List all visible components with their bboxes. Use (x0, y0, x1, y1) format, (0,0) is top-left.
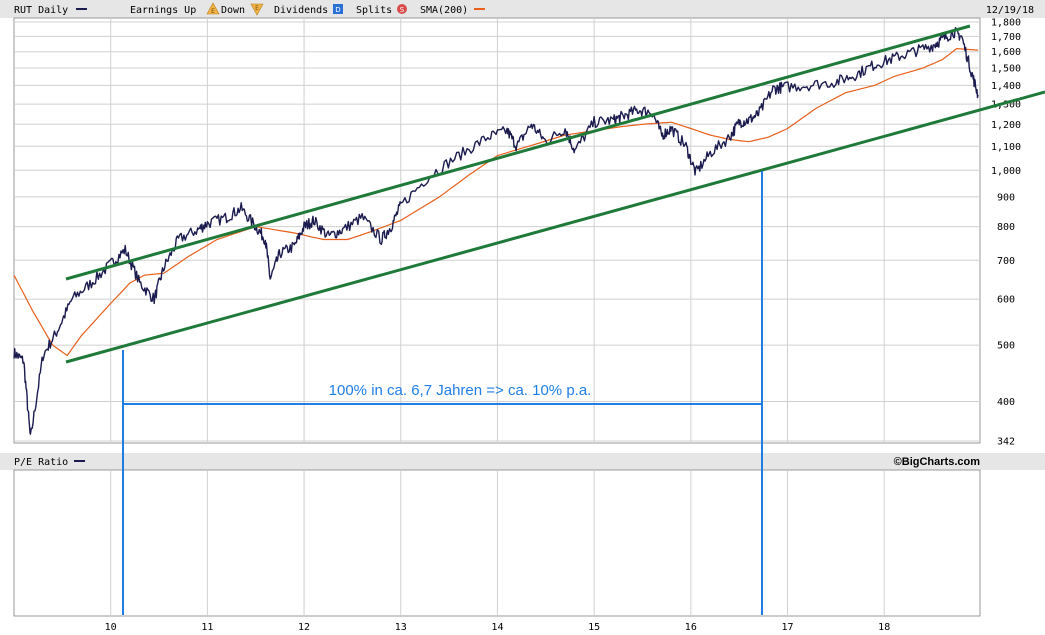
chart-date: 12/19/18 (986, 5, 1034, 16)
svg-text:S: S (400, 6, 405, 14)
y-tick-label: 500 (997, 341, 1015, 352)
y-tick-label: 1,600 (991, 47, 1021, 58)
y-tick-label: 1,400 (991, 81, 1021, 92)
y-tick-label: 1,000 (991, 166, 1021, 177)
svg-text:D: D (335, 6, 340, 14)
x-axis-ticks: 10 11 12 13 14 15 16 17 18 (105, 622, 891, 633)
splits-icon: S (397, 4, 407, 14)
lower-channel-line (65, 90, 1045, 364)
earnings-down-icon: E (250, 3, 264, 16)
sma-legend-swatch (474, 8, 485, 10)
x-tick-label: 17 (781, 622, 793, 633)
y-tick-label: 1,500 (991, 63, 1021, 74)
splits-label: Splits (356, 5, 392, 16)
y-tick-label: 342 (997, 437, 1015, 448)
dividends-label: Dividends (274, 5, 328, 16)
price-line (13, 27, 979, 435)
symbol-label: RUT Daily (14, 5, 68, 16)
x-tick-label: 11 (201, 622, 213, 633)
y-tick-label: 600 (997, 295, 1015, 306)
y-tick-label: 1,100 (991, 142, 1021, 153)
x-tick-label: 18 (878, 622, 890, 633)
x-tick-label: 10 (105, 622, 117, 633)
annotation-text: 100% in ca. 6,7 Jahren => ca. 10% p.a. (329, 382, 592, 399)
pe-legend-swatch (74, 460, 85, 462)
upper-channel-line (65, 24, 971, 281)
y-axis-ticks: 1,800 1,700 1,600 1,500 1,400 1,300 1,200 1,100… (991, 18, 1021, 448)
y-tick-label: 400 (997, 397, 1015, 408)
x-tick-label: 12 (298, 622, 310, 633)
pe-ratio-label: P/E Ratio (14, 457, 68, 468)
y-tick-label: 700 (997, 256, 1015, 267)
earnings-up-label: Earnings Up (130, 5, 196, 16)
x-tick-label: 16 (685, 622, 697, 633)
sma-label: SMA(200) (420, 5, 468, 16)
y-tick-label: 1,300 (991, 100, 1021, 111)
y-tick-label: 800 (997, 222, 1015, 233)
earnings-up-icon: E (206, 2, 220, 15)
x-tick-label: 13 (395, 622, 407, 633)
y-tick-label: 1,700 (991, 32, 1021, 43)
pe-grid (110, 470, 885, 616)
y-tick-label: 900 (997, 192, 1015, 203)
pe-panel-header (0, 453, 1045, 470)
svg-text:E: E (211, 8, 215, 15)
price-legend-swatch (76, 8, 87, 10)
earnings-down-label: Down (221, 5, 245, 16)
x-tick-label: 14 (491, 622, 503, 633)
svg-text:E: E (255, 5, 259, 12)
y-tick-label: 1,200 (991, 120, 1021, 131)
y-tick-label: 1,800 (991, 18, 1021, 29)
bigcharts-watermark: ©BigCharts.com (894, 456, 981, 468)
dividends-icon: D (333, 4, 343, 14)
x-tick-label: 15 (588, 622, 600, 633)
